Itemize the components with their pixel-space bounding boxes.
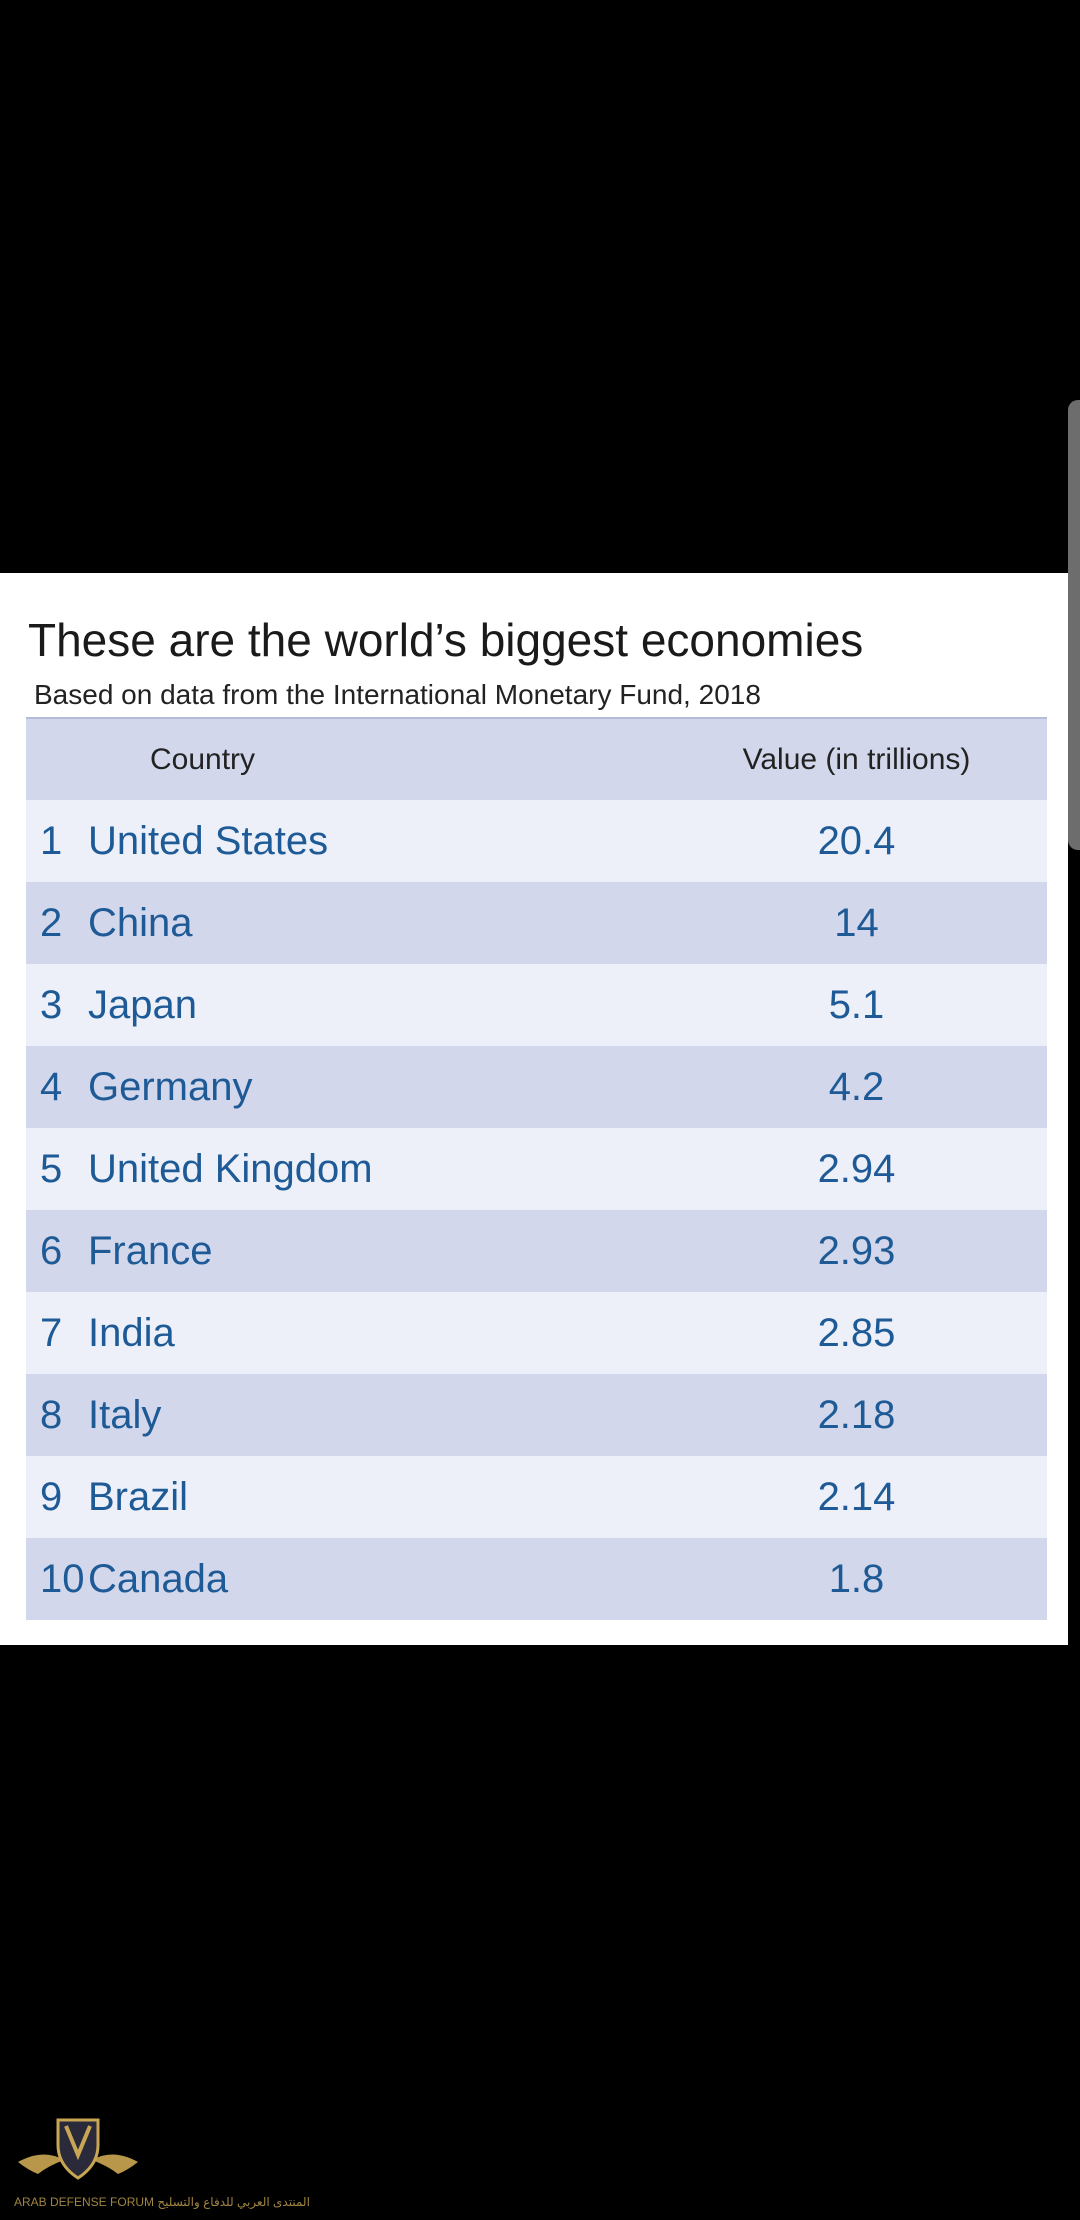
rank-number: 2 <box>40 900 63 945</box>
table-row: 9 Brazil 2.14 <box>26 1456 1047 1538</box>
country-name: France <box>88 1228 213 1273</box>
forum-logo-watermark <box>18 2118 138 2180</box>
country-name: Germany <box>88 1064 253 1109</box>
country-cell: 5 United Kingdom <box>26 1128 666 1210</box>
table-row: 8 Italy 2.18 <box>26 1374 1047 1456</box>
country-cell: 10Canada <box>26 1538 666 1620</box>
country-name: Brazil <box>88 1474 189 1519</box>
forum-watermark-text: ARAB DEFENSE FORUM المنتدى العربي للدفاع… <box>14 2195 310 2209</box>
country-name: Italy <box>88 1392 162 1437</box>
gdp-value-cell: 2.93 <box>666 1210 1047 1292</box>
gdp-value-cell: 14 <box>666 882 1047 964</box>
country-cell: 2 China <box>26 882 666 964</box>
table-row: 6 France 2.93 <box>26 1210 1047 1292</box>
rank-number: 6 <box>40 1228 63 1273</box>
rank-number: 5 <box>40 1146 63 1191</box>
economies-card: These are the world’s biggest economies … <box>0 573 1068 1645</box>
column-header-value: Value (in trillions) <box>666 717 1047 800</box>
table-row: 2 China 14 <box>26 882 1047 964</box>
table-row: 4 Germany 4.2 <box>26 1046 1047 1128</box>
rank-number: 7 <box>40 1310 63 1355</box>
country-name: Canada <box>88 1556 229 1601</box>
gdp-value-cell: 4.2 <box>666 1046 1047 1128</box>
country-cell: 8 Italy <box>26 1374 666 1456</box>
gdp-value-cell: 20.4 <box>666 800 1047 882</box>
country-cell: 7 India <box>26 1292 666 1374</box>
economies-table: Country Value (in trillions) 1 United Sta… <box>26 717 1047 1620</box>
table-row: 3 Japan 5.1 <box>26 964 1047 1046</box>
country-name: Japan <box>88 982 197 1027</box>
country-name: United Kingdom <box>88 1146 373 1191</box>
gdp-value-cell: 2.94 <box>666 1128 1047 1210</box>
chart-title: These are the world’s biggest economies <box>28 614 864 666</box>
rank-number: 9 <box>40 1474 63 1519</box>
gdp-value-cell: 2.18 <box>666 1374 1047 1456</box>
table-body: 1 United States 20.4 2 China 14 3 Japan 5.1 4 Germ… <box>26 800 1047 1620</box>
rank-number: 10 <box>40 1556 85 1601</box>
gdp-value-cell: 2.85 <box>666 1292 1047 1374</box>
country-cell: 3 Japan <box>26 964 666 1046</box>
table-row: 1 United States 20.4 <box>26 800 1047 882</box>
rank-number: 8 <box>40 1392 63 1437</box>
gdp-value-cell: 1.8 <box>666 1538 1047 1620</box>
column-header-country: Country <box>26 717 666 800</box>
country-name: United States <box>88 818 329 863</box>
table-row: 5 United Kingdom 2.94 <box>26 1128 1047 1210</box>
country-cell: 9 Brazil <box>26 1456 666 1538</box>
gdp-value-cell: 5.1 <box>666 964 1047 1046</box>
table-row: 10Canada 1.8 <box>26 1538 1047 1620</box>
rank-number: 1 <box>40 818 63 863</box>
country-cell: 1 United States <box>26 800 666 882</box>
table-row: 7 India 2.85 <box>26 1292 1047 1374</box>
table-header-row: Country Value (in trillions) <box>26 717 1047 800</box>
country-cell: 4 Germany <box>26 1046 666 1128</box>
country-name: India <box>88 1310 175 1355</box>
scroll-edge-handle[interactable] <box>1068 400 1080 850</box>
chart-subtitle: Based on data from the International Mon… <box>34 679 761 710</box>
gdp-value-cell: 2.14 <box>666 1456 1047 1538</box>
rank-number: 4 <box>40 1064 63 1109</box>
rank-number: 3 <box>40 982 63 1027</box>
country-cell: 6 France <box>26 1210 666 1292</box>
country-name: China <box>88 900 193 945</box>
